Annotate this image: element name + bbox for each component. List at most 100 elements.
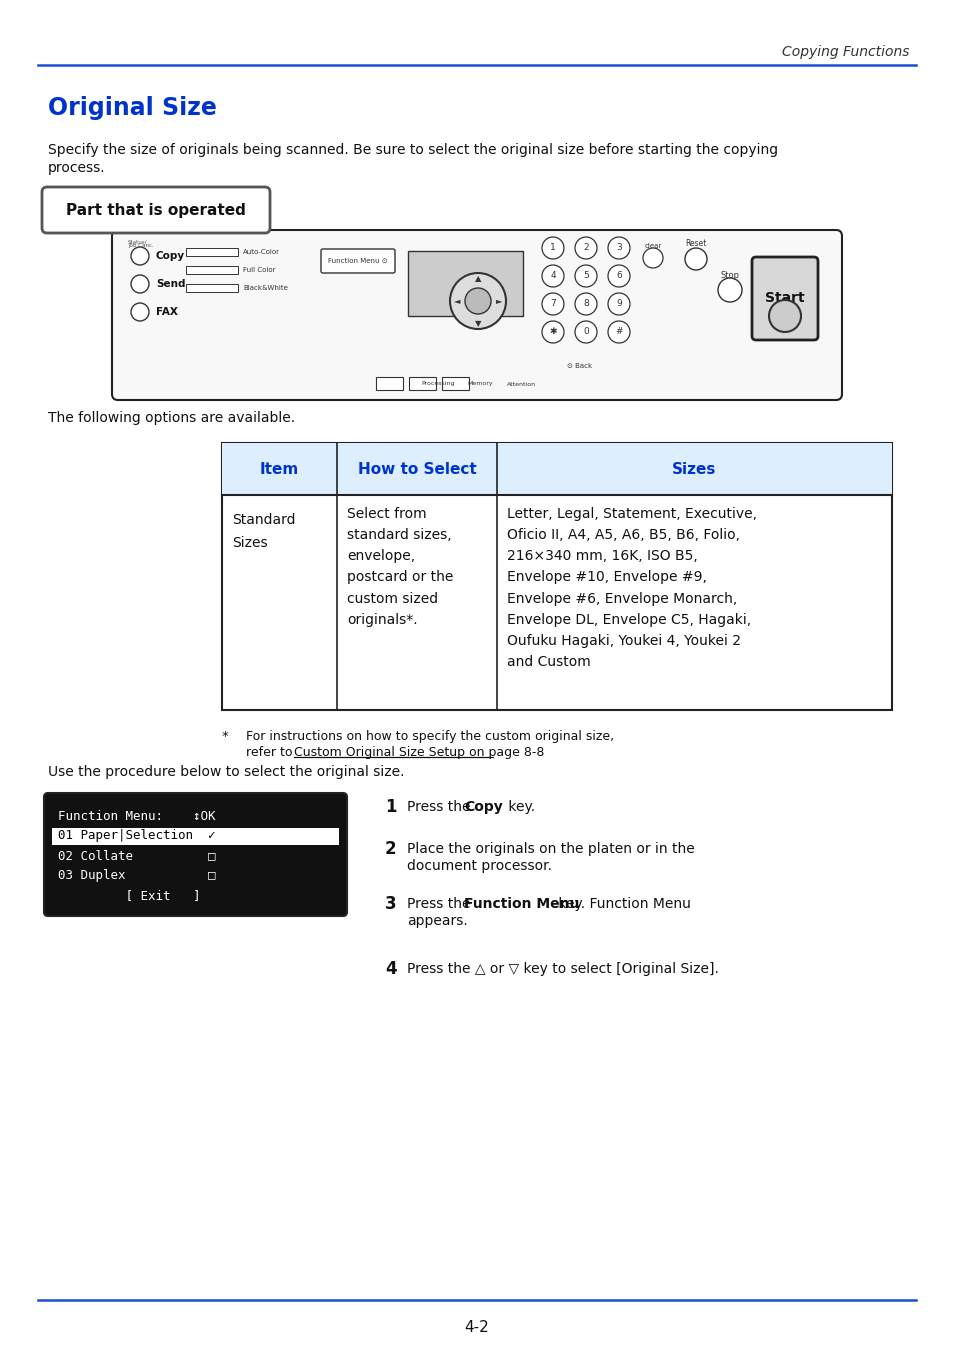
Text: key. Function Menu: key. Function Menu	[554, 896, 690, 911]
Text: Standard
Sizes: Standard Sizes	[232, 513, 295, 549]
Text: For instructions on how to specify the custom original size,: For instructions on how to specify the c…	[246, 730, 614, 742]
FancyBboxPatch shape	[751, 256, 817, 340]
Text: 7: 7	[550, 300, 556, 309]
Text: 4: 4	[550, 271, 556, 281]
Text: 3: 3	[616, 243, 621, 252]
Text: [ Exit   ]: [ Exit ]	[58, 890, 200, 903]
Text: Custom Original Size Setup on page 8-8: Custom Original Size Setup on page 8-8	[294, 747, 544, 759]
Text: Select from
standard sizes,
envelope,
postcard or the
custom sized
originals*.: Select from standard sizes, envelope, po…	[347, 508, 453, 626]
Text: 01 Paper|Selection  ✓: 01 Paper|Selection ✓	[58, 829, 215, 842]
Text: ⊙ Back: ⊙ Back	[567, 363, 592, 369]
Text: clear: clear	[643, 243, 661, 248]
Bar	[375, 377, 402, 390]
Text: Part that is operated: Part that is operated	[66, 202, 246, 217]
Circle shape	[718, 278, 741, 302]
Text: 2: 2	[582, 243, 588, 252]
Text: ◄: ◄	[454, 297, 459, 305]
Text: refer to: refer to	[246, 747, 296, 759]
Bar	[409, 377, 436, 390]
Circle shape	[541, 293, 563, 315]
Text: Attention: Attention	[507, 382, 536, 386]
Bar	[222, 443, 891, 495]
Text: The following options are available.: The following options are available.	[48, 410, 294, 425]
Text: Full Color: Full Color	[243, 267, 275, 273]
Text: Use the procedure below to select the original size.: Use the procedure below to select the or…	[48, 765, 404, 779]
Text: Copy: Copy	[156, 251, 185, 261]
Text: Press the: Press the	[407, 896, 475, 911]
Circle shape	[464, 288, 491, 315]
Text: Black&White: Black&White	[243, 285, 288, 292]
Text: appears.: appears.	[407, 914, 467, 927]
Bar	[408, 251, 522, 316]
Text: Original Size: Original Size	[48, 96, 216, 120]
Circle shape	[575, 265, 597, 288]
FancyBboxPatch shape	[44, 792, 347, 917]
Text: Function Menu ⊙: Function Menu ⊙	[328, 258, 388, 265]
Circle shape	[541, 238, 563, 259]
Text: FAX: FAX	[156, 306, 177, 317]
Text: Sizes: Sizes	[672, 462, 716, 477]
Circle shape	[607, 238, 629, 259]
Text: 1: 1	[385, 798, 396, 815]
Text: #: #	[615, 328, 622, 336]
FancyBboxPatch shape	[42, 188, 270, 234]
Text: 9: 9	[616, 300, 621, 309]
Text: Item: Item	[259, 462, 299, 477]
Text: ►: ►	[496, 297, 501, 305]
Text: process.: process.	[48, 161, 106, 176]
Circle shape	[684, 248, 706, 270]
Text: 1: 1	[550, 243, 556, 252]
Circle shape	[768, 300, 801, 332]
Text: Auto-Color: Auto-Color	[243, 248, 280, 255]
Circle shape	[131, 275, 149, 293]
FancyBboxPatch shape	[112, 230, 841, 400]
Text: Function Menu:    ↕OK: Function Menu: ↕OK	[58, 810, 215, 822]
Circle shape	[607, 321, 629, 343]
Text: Processing: Processing	[421, 382, 455, 386]
Text: 6: 6	[616, 271, 621, 281]
Text: Copying Functions: Copying Functions	[781, 45, 909, 59]
Bar	[52, 828, 338, 845]
Text: Letter, Legal, Statement, Executive,
Oficio II, A4, A5, A6, B5, B6, Folio,
216×3: Letter, Legal, Statement, Executive, Ofi…	[506, 508, 757, 670]
Bar	[186, 266, 237, 274]
Text: 4-2: 4-2	[464, 1319, 489, 1335]
Text: Press the: Press the	[407, 801, 475, 814]
Text: *: *	[222, 730, 229, 742]
FancyBboxPatch shape	[320, 248, 395, 273]
Circle shape	[607, 293, 629, 315]
Text: Job Canc.: Job Canc.	[128, 243, 153, 248]
Bar	[186, 248, 237, 256]
Text: Stop: Stop	[720, 271, 739, 281]
Circle shape	[131, 247, 149, 265]
Text: 8: 8	[582, 300, 588, 309]
Circle shape	[450, 273, 505, 329]
Circle shape	[575, 293, 597, 315]
Text: Function Menu: Function Menu	[463, 896, 578, 911]
Text: key.: key.	[503, 801, 535, 814]
Text: Press the △ or ▽ key to select [Original Size].: Press the △ or ▽ key to select [Original…	[407, 963, 719, 976]
Text: 4: 4	[385, 960, 396, 977]
Text: Start: Start	[764, 292, 804, 305]
Text: document processor.: document processor.	[407, 859, 552, 873]
Bar	[222, 443, 891, 710]
Text: 2: 2	[385, 840, 396, 859]
Bar	[441, 377, 469, 390]
Text: Memory: Memory	[467, 382, 493, 386]
Bar	[186, 284, 237, 292]
Text: Status/: Status/	[128, 239, 148, 244]
Circle shape	[131, 302, 149, 321]
Text: 02 Collate          □: 02 Collate □	[58, 849, 215, 863]
Text: 5: 5	[582, 271, 588, 281]
Text: ▼: ▼	[475, 320, 480, 328]
Text: ▲: ▲	[475, 274, 480, 284]
Text: Place the originals on the platen or in the: Place the originals on the platen or in …	[407, 842, 694, 856]
Circle shape	[575, 321, 597, 343]
Circle shape	[642, 248, 662, 269]
Text: 3: 3	[385, 895, 396, 913]
Text: 0: 0	[582, 328, 588, 336]
Text: Reset: Reset	[684, 239, 706, 248]
Text: ✱: ✱	[549, 328, 557, 336]
Text: 03 Duplex           □: 03 Duplex □	[58, 869, 215, 883]
Circle shape	[541, 321, 563, 343]
Text: Specify the size of originals being scanned. Be sure to select the original size: Specify the size of originals being scan…	[48, 143, 778, 157]
